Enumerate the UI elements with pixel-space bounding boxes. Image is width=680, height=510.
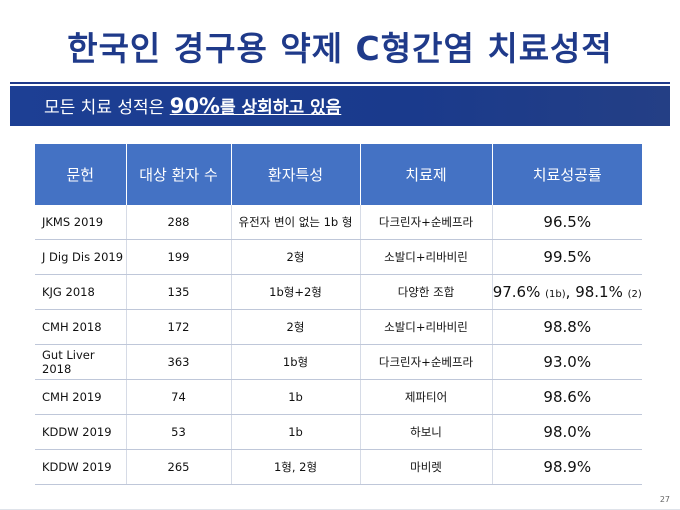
table-row: CMH 2018 172 2형 소발디+리바비린 98.8% <box>35 309 642 346</box>
banner-highlight: 90%를 상회하고 있음 <box>170 94 342 118</box>
cell-patient-trait: 1b형 <box>231 344 361 380</box>
cell-success-rate: 93.0% <box>492 344 642 380</box>
rate-value: 98.8% <box>543 318 592 337</box>
cell-patient-trait: 1형, 2형 <box>231 449 361 485</box>
cell-treatment: 제파티어 <box>360 379 493 415</box>
cell-patient-count: 135 <box>126 274 232 311</box>
cell-success-rate: 98.8% <box>492 309 642 346</box>
cell-reference: KJG 2018 <box>35 274 127 311</box>
cell-treatment: 마비렛 <box>360 449 493 485</box>
table-row: KJG 2018 135 1b형+2형 다양한 조합 97.6% (1b), 98.1%… <box>35 274 642 311</box>
cell-patient-count: 53 <box>126 414 232 450</box>
cell-patient-trait: 유전자 변이 없는 1b 형 <box>231 205 361 241</box>
rate-value: 98.6% <box>543 387 592 406</box>
rate-value: 99.5% <box>543 248 592 267</box>
cell-patient-count: 363 <box>126 344 232 380</box>
table-row: JKMS 2019 288 유전자 변이 없는 1b 형 다크린자+순베프라 96.5% <box>35 205 642 241</box>
cell-patient-trait: 1b형+2형 <box>231 274 361 311</box>
rate-note-2: (2) <box>627 289 642 301</box>
cell-patient-trait: 2형 <box>231 309 361 346</box>
table-row: Gut Liver 2018 363 1b형 다크린자+순베프라 93.0% <box>35 344 642 380</box>
banner-highlight-number: 90% <box>169 94 220 118</box>
rate-value-2: 98.1% <box>575 283 623 302</box>
table-row: KDDW 2019 53 1b 하보니 98.0% <box>35 414 642 450</box>
cell-reference: J Dig Dis 2019 <box>35 239 127 276</box>
cell-treatment: 소발디+리바비린 <box>360 239 493 276</box>
header-patient-trait: 환자특성 <box>231 144 361 205</box>
cell-patient-trait: 2형 <box>231 239 361 276</box>
cell-patient-count: 265 <box>126 449 232 485</box>
table-row: J Dig Dis 2019 199 2형 소발디+리바비린 99.5% <box>35 239 642 276</box>
cell-patient-count: 199 <box>126 239 232 276</box>
table-row: KDDW 2019 265 1형, 2형 마비렛 98.9% <box>35 449 642 485</box>
cell-patient-count: 74 <box>126 379 232 415</box>
cell-reference: JKMS 2019 <box>35 205 127 241</box>
rate-value: 98.0% <box>543 422 592 441</box>
rate-value: 97.6% <box>492 283 541 302</box>
results-table: 문헌 대상 환자 수 환자특성 치료제 치료성공률 JKMS 2019 288 유전… <box>35 144 642 485</box>
cell-patient-count: 288 <box>126 205 232 241</box>
cell-patient-trait: 1b <box>231 414 361 450</box>
cell-treatment: 다크린자+순베프라 <box>360 344 493 380</box>
page-number: 27 <box>659 495 670 504</box>
cell-treatment: 다크린자+순베프라 <box>360 205 493 241</box>
rate-note: (1b) <box>545 289 566 301</box>
cell-reference: KDDW 2019 <box>35 414 127 450</box>
cell-treatment: 소발디+리바비린 <box>360 309 493 346</box>
cell-reference: Gut Liver 2018 <box>35 344 127 380</box>
rate-value: 96.5% <box>543 213 592 232</box>
rate-value: 93.0% <box>543 353 592 371</box>
cell-success-rate: 97.6% (1b), 98.1% (2) <box>492 274 642 311</box>
banner-highlight-text: 를 상회하고 있음 <box>219 98 342 118</box>
slide-title: 한국인 경구용 약제 C형간염 치료성적 <box>67 29 613 68</box>
header-success-rate: 치료성공률 <box>492 144 642 205</box>
title-divider <box>10 82 670 84</box>
cell-treatment: 하보니 <box>360 414 493 450</box>
rate-value: 98.9% <box>543 457 592 476</box>
summary-banner: 모든 치료 성적은 90%를 상회하고 있음 <box>10 86 670 126</box>
header-reference: 문헌 <box>35 144 127 205</box>
cell-reference: CMH 2019 <box>35 379 127 415</box>
header-patient-count: 대상 환자 수 <box>126 144 232 205</box>
table-header-row: 문헌 대상 환자 수 환자특성 치료제 치료성공률 <box>35 144 642 205</box>
table-row: CMH 2019 74 1b 제파티어 98.6% <box>35 379 642 415</box>
cell-success-rate: 96.5% <box>492 205 642 241</box>
banner-prefix: 모든 치료 성적은 <box>44 98 170 118</box>
cell-reference: KDDW 2019 <box>35 449 127 485</box>
cell-patient-count: 172 <box>126 309 232 346</box>
cell-treatment: 다양한 조합 <box>360 274 493 311</box>
cell-patient-trait: 1b <box>231 379 361 415</box>
cell-reference: CMH 2018 <box>35 309 127 346</box>
cell-success-rate: 98.6% <box>492 379 642 415</box>
header-treatment: 치료제 <box>360 144 493 205</box>
cell-success-rate: 98.0% <box>492 414 642 450</box>
cell-success-rate: 99.5% <box>492 239 642 276</box>
rate-separator: , <box>565 283 576 302</box>
cell-success-rate: 98.9% <box>492 449 642 485</box>
